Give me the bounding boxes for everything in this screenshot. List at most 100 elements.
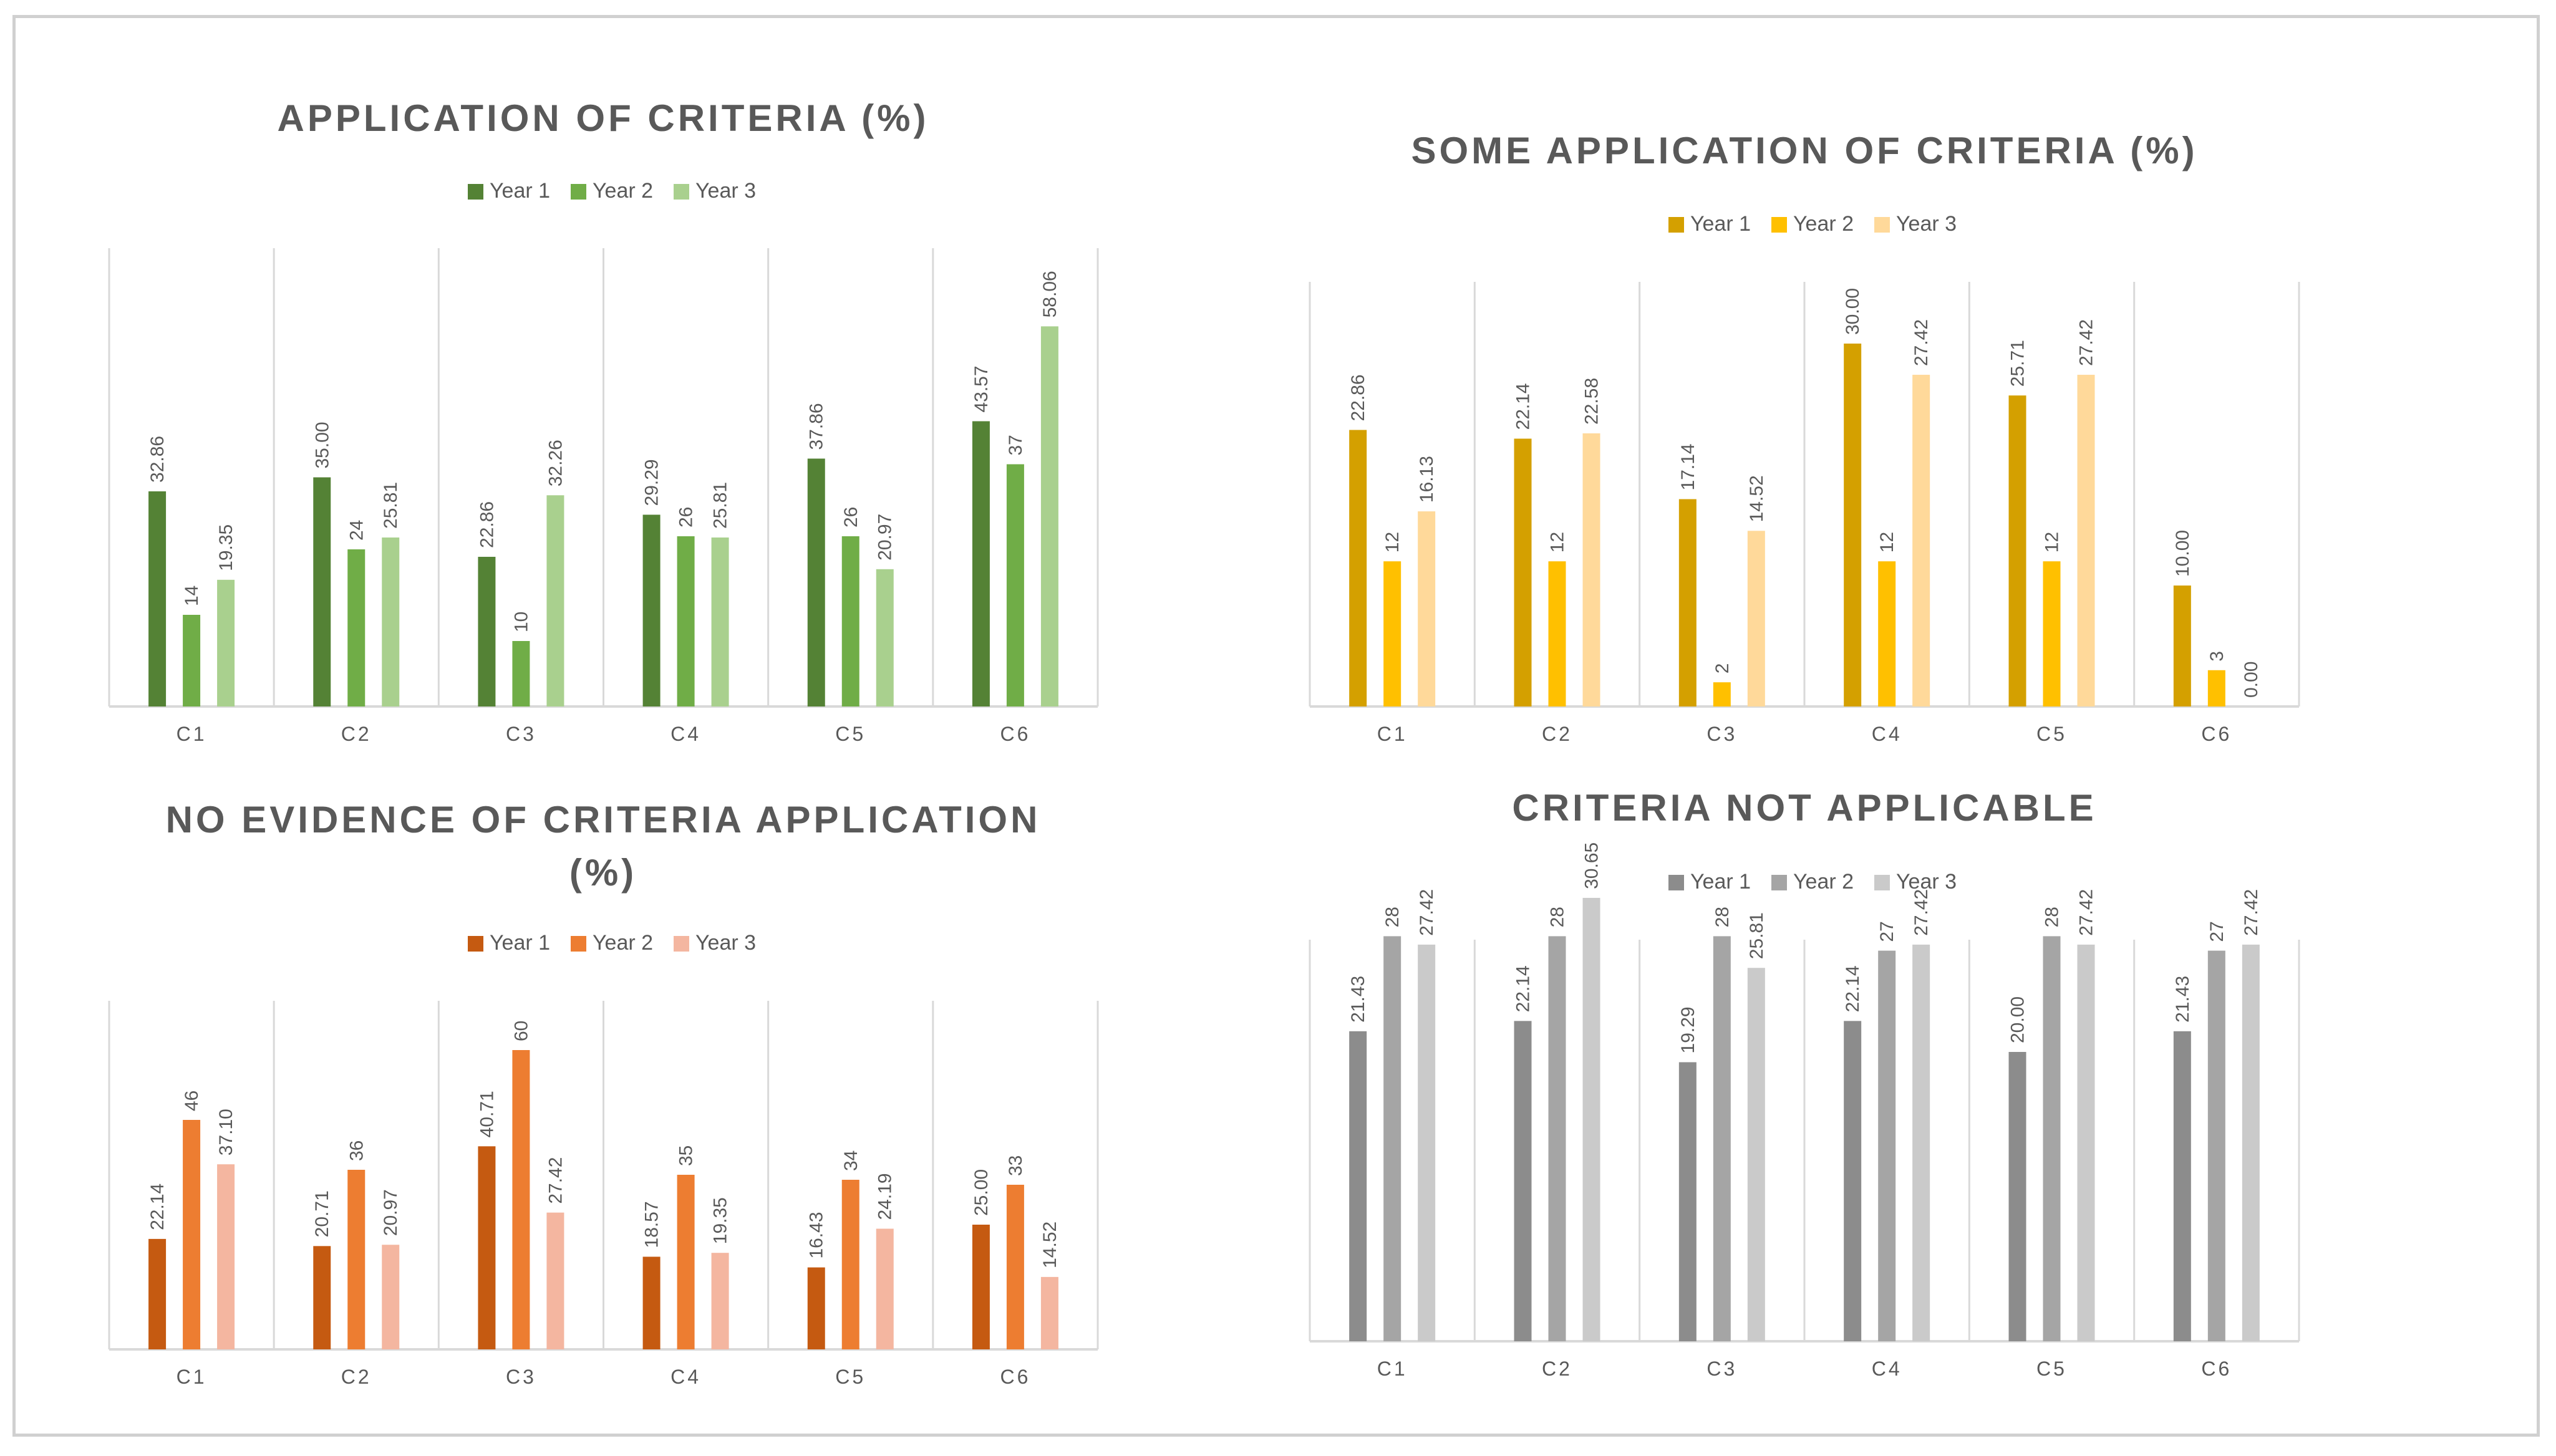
bar — [1878, 561, 1896, 706]
data-label: 27 — [2207, 921, 2227, 942]
bar — [2008, 395, 2026, 706]
bar — [1514, 438, 1532, 706]
legend-label: Year 3 — [695, 179, 756, 203]
bar — [841, 1180, 859, 1349]
data-label: 27.42 — [1911, 319, 1932, 366]
legend: Year 1 Year 2 Year 3 — [1668, 870, 1957, 894]
bar — [2043, 561, 2061, 706]
data-label: 3 — [2207, 651, 2227, 662]
bar — [1747, 531, 1765, 706]
bar — [841, 536, 859, 706]
data-label: 14 — [182, 586, 202, 606]
data-label: 32.86 — [147, 436, 168, 483]
bar — [546, 1212, 564, 1349]
data-label: 14.52 — [1746, 475, 1767, 522]
bar — [1912, 944, 1930, 1341]
bar — [313, 1246, 331, 1349]
bar — [1548, 561, 1566, 706]
data-label: 25.71 — [2008, 340, 2028, 387]
bar — [1747, 968, 1765, 1341]
legend-swatch — [1771, 217, 1787, 233]
data-label: 25.81 — [1746, 912, 1767, 959]
data-label: 12 — [2042, 532, 2063, 552]
bar — [2242, 944, 2260, 1341]
chart-2: SOME APPLICATION OF CRITERIA (%)Year 1 Ye… — [1309, 130, 2300, 745]
data-label: 22.14 — [1842, 965, 1863, 1012]
bar — [677, 536, 695, 706]
legend-label: Year 1 — [1690, 212, 1751, 236]
bar — [512, 1050, 530, 1349]
data-label: 22.14 — [1513, 965, 1534, 1012]
bar — [1006, 1185, 1024, 1349]
x-tick-label: C3 — [506, 1366, 536, 1388]
x-tick-label: C1 — [1377, 723, 1408, 745]
data-label: 46 — [182, 1091, 202, 1111]
data-label: 43.57 — [971, 365, 992, 412]
bar — [642, 1256, 661, 1349]
x-tick-label: C4 — [670, 1366, 701, 1388]
data-label: 12 — [1547, 532, 1568, 552]
bar — [1844, 1021, 1862, 1341]
data-label: 28 — [2042, 907, 2063, 927]
chart-title: CRITERIA NOT APPLICABLE — [1512, 787, 2096, 829]
data-label: 26 — [676, 507, 697, 528]
data-label: 19.29 — [1678, 1006, 1698, 1053]
bar — [382, 537, 400, 706]
x-tick-label: C1 — [1377, 1357, 1408, 1380]
legend-label: Year 2 — [1793, 212, 1854, 236]
bar — [546, 495, 564, 706]
bar — [1418, 944, 1436, 1341]
data-label: 12 — [1382, 532, 1403, 552]
bar — [1912, 375, 1930, 706]
data-label: 17.14 — [1678, 443, 1698, 490]
x-tick-label: C2 — [341, 723, 372, 745]
bar — [347, 1170, 365, 1349]
x-tick-label: C4 — [1872, 723, 1902, 745]
data-label: 34 — [841, 1150, 861, 1171]
bar — [1844, 344, 1862, 706]
bar — [876, 1228, 894, 1349]
data-label: 60 — [511, 1021, 531, 1041]
data-label: 28 — [1547, 907, 1568, 927]
bar — [1418, 511, 1436, 706]
data-label: 33 — [1005, 1155, 1026, 1176]
data-label: 22.86 — [477, 501, 497, 548]
data-label: 10.00 — [2172, 530, 2193, 577]
data-label: 19.35 — [216, 524, 236, 571]
x-tick-label: C5 — [835, 1366, 866, 1388]
data-label: 10 — [511, 612, 531, 632]
data-label: 37.10 — [216, 1109, 236, 1155]
x-tick-label: C4 — [670, 723, 701, 745]
legend-swatch — [571, 184, 586, 200]
data-label: 22.58 — [1582, 378, 1602, 425]
chart-title: APPLICATION OF CRITERIA (%) — [278, 97, 929, 139]
bar — [183, 1120, 201, 1349]
data-label: 25.81 — [380, 482, 401, 529]
bar — [148, 1238, 167, 1349]
legend: Year 1 Year 2 Year 3 — [468, 179, 756, 203]
bar — [972, 1225, 990, 1349]
data-label: 12 — [1877, 532, 1897, 552]
x-tick-label: C1 — [177, 1366, 207, 1388]
data-label: 28 — [1382, 907, 1403, 927]
bar — [478, 556, 496, 706]
bar — [2077, 375, 2095, 706]
bar — [478, 1146, 496, 1349]
bar — [2173, 586, 2191, 706]
data-label: 27.42 — [545, 1157, 566, 1204]
data-label: 22.86 — [1348, 374, 1368, 421]
data-label: 35 — [676, 1145, 697, 1166]
bar — [1349, 430, 1367, 706]
bar — [148, 491, 167, 706]
data-label: 28 — [1712, 907, 1733, 927]
x-tick-label: C3 — [1706, 1357, 1737, 1380]
data-label: 37 — [1005, 435, 1026, 455]
bar — [1582, 897, 1600, 1341]
data-label: 27.42 — [2076, 889, 2097, 936]
legend-label: Year 3 — [695, 931, 756, 955]
data-label: 40.71 — [477, 1091, 497, 1137]
legend-label: Year 1 — [490, 179, 550, 203]
data-label: 27.42 — [1911, 889, 1932, 936]
bar — [1713, 682, 1731, 706]
